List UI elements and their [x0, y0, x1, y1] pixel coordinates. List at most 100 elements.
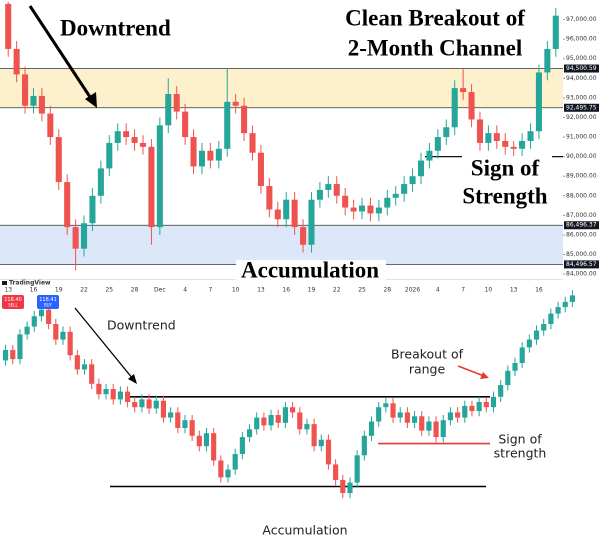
arrow-head	[128, 374, 137, 384]
candle-body	[268, 415, 274, 426]
candle-body	[383, 403, 389, 408]
candle-body	[74, 355, 80, 370]
candle-body	[455, 412, 461, 418]
annotation: Clean Breakout of	[345, 5, 525, 30]
candle-body	[72, 227, 79, 249]
x-tick-label: 16	[535, 287, 543, 294]
candle-body	[175, 412, 181, 428]
candle-body	[153, 400, 159, 409]
candle-body	[106, 142, 113, 169]
candle-body	[114, 131, 121, 143]
annotation: Accumulation	[262, 523, 347, 538]
price-badge	[37, 295, 59, 309]
candle-body	[417, 160, 425, 177]
x-tick-label: 13	[510, 287, 518, 294]
annotation: range	[409, 362, 446, 377]
candle-body	[30, 95, 37, 106]
candle-body	[131, 137, 138, 143]
arrow-head	[85, 92, 97, 108]
x-tick-label: Dec	[154, 287, 166, 294]
candle-body	[182, 111, 189, 138]
x-tick-label: 4	[183, 287, 187, 294]
candle-body	[266, 186, 273, 210]
candle-body	[3, 350, 9, 361]
y-tick-label: 93,000.00	[566, 94, 597, 101]
x-tick-label: 16	[30, 287, 38, 294]
candle-body	[246, 429, 253, 438]
candle-body	[325, 184, 332, 190]
candle-body	[505, 370, 511, 386]
candle-body	[555, 307, 561, 314]
brand: TradingView	[9, 280, 51, 287]
candle-body	[64, 182, 71, 228]
candle-body	[318, 439, 324, 447]
candle-body	[510, 146, 517, 149]
candle-body	[426, 421, 432, 431]
candle-body	[189, 420, 195, 436]
candle-body	[434, 137, 441, 151]
candle-body	[548, 313, 554, 324]
candle-body	[123, 131, 130, 138]
candle-body	[46, 309, 52, 324]
candle-body	[502, 140, 509, 147]
zone	[0, 225, 563, 265]
x-tick-label: 10	[232, 287, 240, 294]
badge-price: 118.41	[39, 297, 57, 303]
candle-body	[53, 324, 59, 340]
candle-body	[224, 101, 231, 149]
candle-body	[190, 137, 197, 167]
annotation: Sign of	[471, 155, 540, 180]
candle-body	[96, 383, 102, 395]
candle-body	[282, 407, 288, 423]
annotation: Accumulation	[241, 257, 379, 282]
candle-body	[203, 433, 210, 447]
candle-body	[544, 48, 551, 73]
candle-body	[5, 3, 12, 49]
candle-body	[325, 439, 332, 465]
candle-body	[290, 407, 296, 413]
candle-body	[533, 330, 540, 340]
candle-body	[38, 95, 45, 114]
candle-body	[239, 437, 245, 454]
y-tick-label: 92,000.00	[566, 114, 597, 121]
x-tick-label: 28	[383, 287, 391, 294]
y-tick-label: 88,000.00	[566, 192, 597, 199]
x-tick-label: 22	[333, 287, 341, 294]
candle-body	[60, 331, 66, 340]
candle-body	[354, 455, 360, 483]
candle-body	[358, 205, 366, 212]
candle-body	[342, 195, 349, 208]
candle-body	[117, 391, 123, 400]
candle-body	[519, 140, 526, 149]
annotation: strength	[494, 446, 547, 461]
x-tick-label: 10	[485, 287, 493, 294]
candle-body	[368, 421, 375, 436]
candle-body	[38, 309, 45, 317]
candle-body	[196, 435, 202, 447]
x-tick-label: 22	[80, 287, 88, 294]
candle-body	[89, 195, 96, 224]
y-tick-label: 86,000.00	[566, 231, 597, 238]
candle-body	[139, 399, 145, 408]
candle-body	[451, 88, 458, 128]
candle-body	[390, 403, 396, 418]
candle-body	[333, 464, 339, 480]
candle-body	[411, 416, 418, 423]
candle-body	[89, 364, 95, 384]
candle-body	[426, 150, 433, 161]
candle-body	[274, 209, 281, 220]
candle-body	[340, 480, 346, 493]
candle-body	[469, 405, 475, 412]
candle-body	[333, 184, 340, 196]
candle-body	[156, 125, 163, 228]
candle-body	[291, 199, 298, 228]
candle-body	[257, 152, 264, 187]
x-tick-label: 28	[131, 287, 139, 294]
candle-body	[110, 389, 116, 400]
y-tick-label: 87,000.00	[566, 212, 597, 219]
candle-body	[347, 482, 353, 493]
candle-body	[483, 402, 489, 408]
candle-body	[215, 148, 222, 161]
badge-price: 118.40	[4, 297, 22, 303]
